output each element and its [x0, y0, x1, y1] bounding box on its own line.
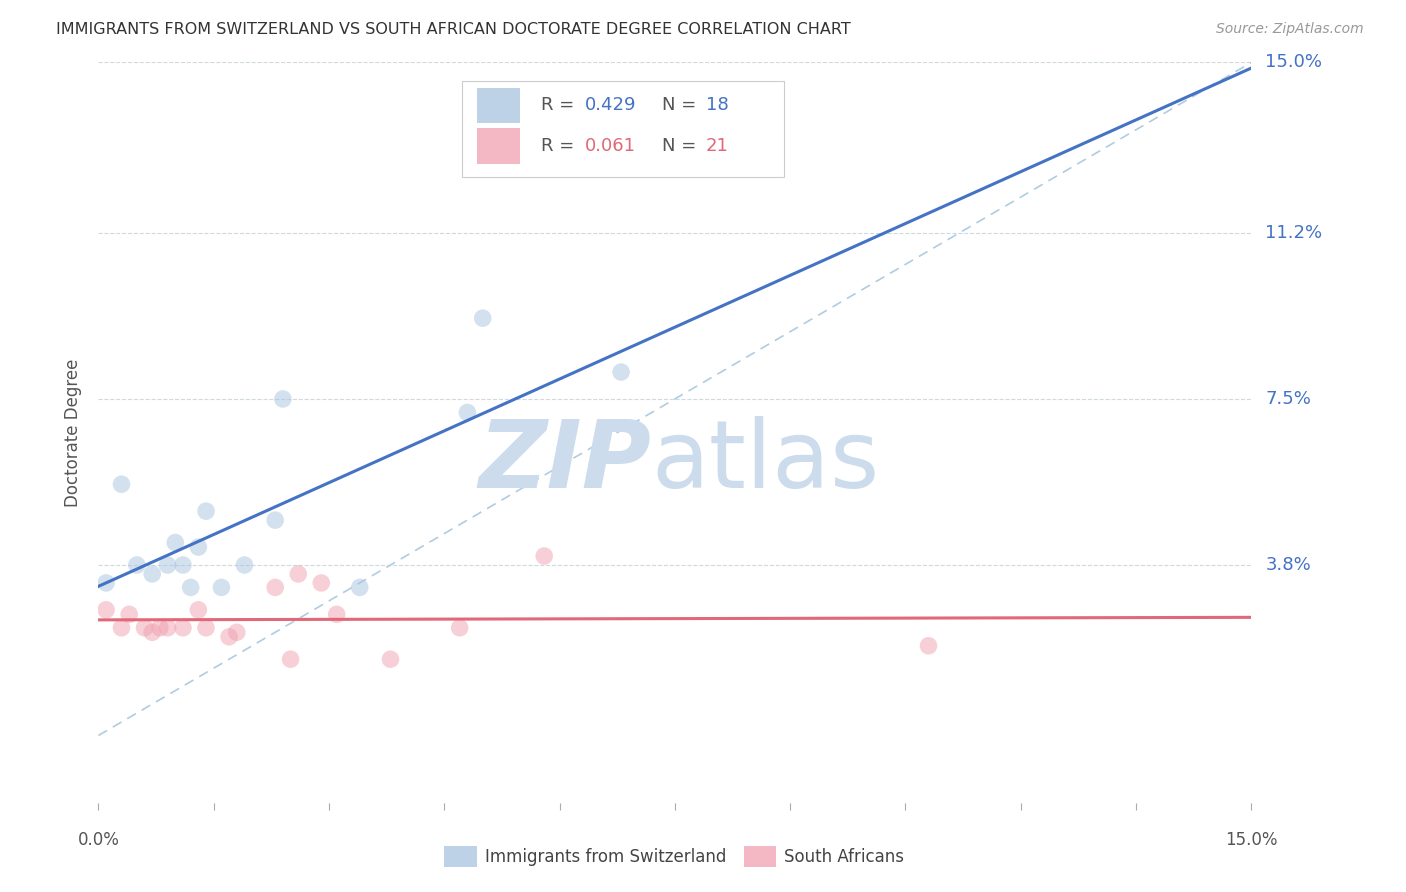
Text: 0.429: 0.429	[585, 96, 637, 114]
Point	[264, 581, 287, 595]
Point	[287, 566, 309, 581]
FancyBboxPatch shape	[477, 87, 520, 123]
Text: R =: R =	[541, 96, 581, 114]
Point	[125, 558, 148, 572]
Point	[264, 513, 287, 527]
Point	[141, 625, 163, 640]
Point	[218, 630, 240, 644]
Point	[94, 603, 117, 617]
Text: Source: ZipAtlas.com: Source: ZipAtlas.com	[1216, 22, 1364, 37]
Point	[180, 581, 202, 595]
Point	[325, 607, 347, 622]
Point	[149, 621, 172, 635]
Text: 11.2%: 11.2%	[1265, 224, 1323, 242]
Text: 18: 18	[706, 96, 728, 114]
FancyBboxPatch shape	[477, 128, 520, 164]
Point	[456, 405, 478, 419]
Point	[449, 621, 471, 635]
Point	[94, 576, 117, 591]
Text: 3.8%: 3.8%	[1265, 556, 1310, 574]
Text: R =: R =	[541, 137, 581, 155]
Point	[110, 621, 132, 635]
FancyBboxPatch shape	[461, 81, 785, 178]
Text: 0.0%: 0.0%	[77, 830, 120, 848]
Point	[195, 621, 218, 635]
Point	[195, 504, 218, 518]
Point	[156, 621, 179, 635]
Text: N =: N =	[662, 137, 702, 155]
Point	[110, 477, 132, 491]
Point	[225, 625, 247, 640]
Point	[156, 558, 179, 572]
Point	[271, 392, 294, 406]
Text: 0.061: 0.061	[585, 137, 636, 155]
FancyBboxPatch shape	[444, 847, 477, 867]
Text: ZIP: ZIP	[479, 417, 652, 508]
Point	[209, 581, 232, 595]
Text: 15.0%: 15.0%	[1265, 54, 1322, 71]
Point	[141, 566, 163, 581]
Text: South Africans: South Africans	[785, 848, 904, 866]
Text: N =: N =	[662, 96, 702, 114]
Text: Immigrants from Switzerland: Immigrants from Switzerland	[485, 848, 725, 866]
Y-axis label: Doctorate Degree: Doctorate Degree	[65, 359, 83, 507]
Point	[118, 607, 141, 622]
Point	[471, 311, 494, 326]
Point	[233, 558, 256, 572]
Point	[380, 652, 402, 666]
Point	[311, 576, 333, 591]
FancyBboxPatch shape	[744, 847, 776, 867]
Point	[533, 549, 555, 563]
Point	[349, 581, 371, 595]
Point	[172, 621, 194, 635]
Text: 7.5%: 7.5%	[1265, 390, 1312, 408]
Point	[917, 639, 939, 653]
Point	[187, 603, 209, 617]
Text: 21: 21	[706, 137, 728, 155]
Point	[165, 535, 187, 549]
Text: 15.0%: 15.0%	[1225, 830, 1278, 848]
Text: atlas: atlas	[652, 417, 880, 508]
Text: IMMIGRANTS FROM SWITZERLAND VS SOUTH AFRICAN DOCTORATE DEGREE CORRELATION CHART: IMMIGRANTS FROM SWITZERLAND VS SOUTH AFR…	[56, 22, 851, 37]
Point	[172, 558, 194, 572]
Point	[134, 621, 156, 635]
Point	[610, 365, 633, 379]
Point	[280, 652, 302, 666]
Point	[187, 540, 209, 554]
